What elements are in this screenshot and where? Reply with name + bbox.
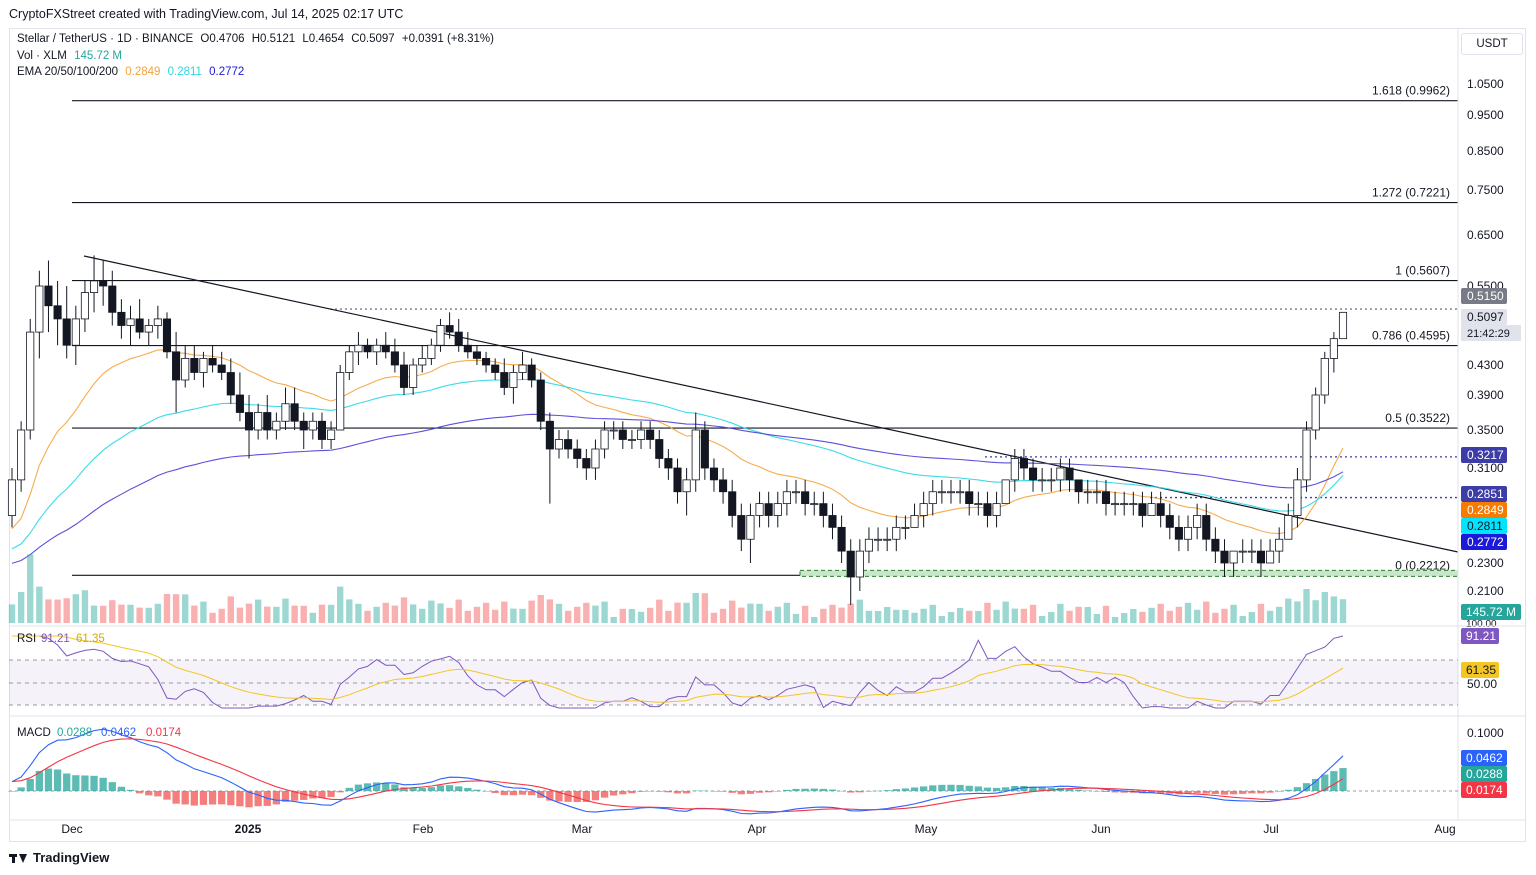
volume-label[interactable]: Vol · XLM — [17, 50, 67, 62]
brand-name: TradingView — [33, 850, 110, 865]
tradingview-icon — [9, 852, 29, 864]
ema100-value: 0.2772 — [209, 66, 245, 78]
currency-button[interactable]: USDT — [1461, 33, 1523, 55]
chart-frame — [9, 28, 1526, 842]
legend-open: O0.4706 — [200, 33, 245, 45]
legend-volume: Vol · XLM 145.72 M — [17, 50, 126, 62]
volume-value: 145.72 M — [74, 50, 123, 62]
legend-symbol[interactable]: Stellar / TetherUS · 1D · BINANCE — [17, 33, 194, 45]
tradingview-logo[interactable]: TradingView — [9, 850, 109, 865]
legend-close: C0.5097 — [351, 33, 395, 45]
legend-ohlc: Stellar / TetherUS · 1D · BINANCE O0.470… — [17, 33, 498, 45]
legend-low: L0.4654 — [302, 33, 344, 45]
ema50-value: 0.2811 — [167, 66, 202, 78]
chart-attribution: CryptoFXStreet created with TradingView.… — [9, 7, 404, 21]
ema20-value: 0.2849 — [125, 66, 161, 78]
ema-label[interactable]: EMA 20/50/100/200 — [17, 66, 119, 78]
legend-high: H0.5121 — [251, 33, 296, 45]
legend-ema: EMA 20/50/100/200 0.2849 0.2811 0.2772 — [17, 66, 248, 78]
legend-change: +0.0391 (+8.31%) — [401, 33, 494, 45]
